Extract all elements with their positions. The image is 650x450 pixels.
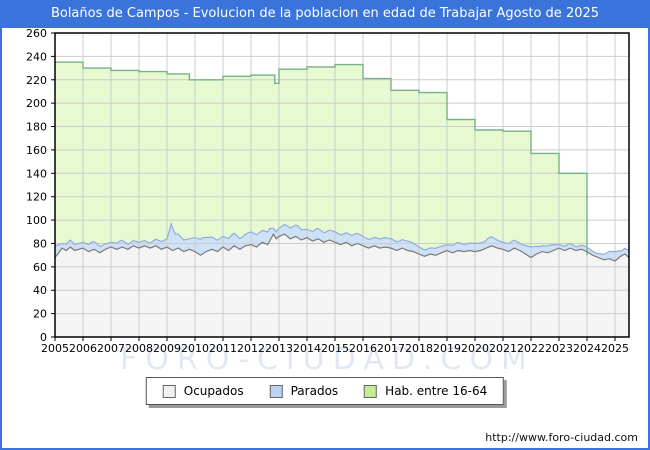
ocupados-swatch-icon bbox=[162, 384, 176, 398]
parados-area bbox=[55, 223, 629, 261]
svg-text:2008: 2008 bbox=[125, 342, 153, 355]
hab-16-64-line bbox=[55, 61, 588, 256]
svg-text:2018: 2018 bbox=[405, 342, 433, 355]
svg-text:2012: 2012 bbox=[237, 342, 265, 355]
svg-text:2022: 2022 bbox=[517, 342, 545, 355]
legend-label-ocupados: Ocupados bbox=[183, 384, 244, 398]
page-title: Bolaños de Campos - Evolucion de la pobl… bbox=[50, 6, 600, 21]
svg-text:180: 180 bbox=[26, 121, 47, 134]
svg-text:2019: 2019 bbox=[433, 342, 461, 355]
svg-text:160: 160 bbox=[26, 144, 47, 157]
ocupados-area bbox=[55, 234, 629, 337]
svg-text:2017: 2017 bbox=[377, 342, 405, 355]
svg-text:2016: 2016 bbox=[349, 342, 377, 355]
svg-text:220: 220 bbox=[26, 74, 47, 87]
svg-text:200: 200 bbox=[26, 97, 47, 110]
parados-line bbox=[54, 221, 630, 256]
area-fills bbox=[55, 62, 629, 337]
legend-item-ocupados: Ocupados bbox=[162, 384, 244, 398]
legend: Ocupados Parados Hab. entre 16-64 bbox=[145, 377, 505, 405]
svg-text:2010: 2010 bbox=[181, 342, 209, 355]
site-url: http://www.foro-ciudad.com bbox=[485, 431, 638, 444]
svg-text:2009: 2009 bbox=[153, 342, 181, 355]
svg-text:2015: 2015 bbox=[321, 342, 349, 355]
svg-text:2023: 2023 bbox=[545, 342, 573, 355]
series-lines bbox=[54, 61, 630, 262]
legend-label-parados: Parados bbox=[290, 384, 339, 398]
legend-item-hab-16-64: Hab. entre 16-64 bbox=[364, 384, 487, 398]
svg-text:2020: 2020 bbox=[461, 342, 489, 355]
ocupados-line bbox=[54, 232, 630, 262]
svg-text:140: 140 bbox=[26, 167, 47, 180]
svg-text:40: 40 bbox=[33, 284, 47, 297]
svg-text:2005: 2005 bbox=[41, 342, 69, 355]
watermark: FORO-CIUDAD.COM bbox=[120, 342, 535, 377]
svg-text:60: 60 bbox=[33, 261, 47, 274]
svg-text:0: 0 bbox=[40, 331, 47, 344]
legend-item-parados: Parados bbox=[269, 384, 339, 398]
svg-text:2006: 2006 bbox=[69, 342, 97, 355]
title-bar: Bolaños de Campos - Evolucion de la pobl… bbox=[0, 0, 650, 28]
svg-text:2007: 2007 bbox=[97, 342, 125, 355]
svg-text:240: 240 bbox=[26, 50, 47, 63]
svg-text:100: 100 bbox=[26, 214, 47, 227]
svg-text:2014: 2014 bbox=[293, 342, 321, 355]
svg-text:2021: 2021 bbox=[489, 342, 517, 355]
svg-text:2024: 2024 bbox=[573, 342, 601, 355]
parados-swatch-icon bbox=[269, 384, 283, 398]
svg-text:80: 80 bbox=[33, 237, 47, 250]
hab-16-64-swatch-icon bbox=[364, 384, 378, 398]
svg-text:2011: 2011 bbox=[209, 342, 237, 355]
svg-text:2025: 2025 bbox=[601, 342, 629, 355]
svg-text:2013: 2013 bbox=[265, 342, 293, 355]
legend-label-hab-16-64: Hab. entre 16-64 bbox=[385, 384, 488, 398]
svg-text:20: 20 bbox=[33, 308, 47, 321]
svg-text:120: 120 bbox=[26, 191, 47, 204]
axes: 2005 2006 2007 2008 2009 2010 2011 2012 2013 2014… bbox=[26, 27, 630, 355]
svg-text:260: 260 bbox=[26, 27, 47, 40]
